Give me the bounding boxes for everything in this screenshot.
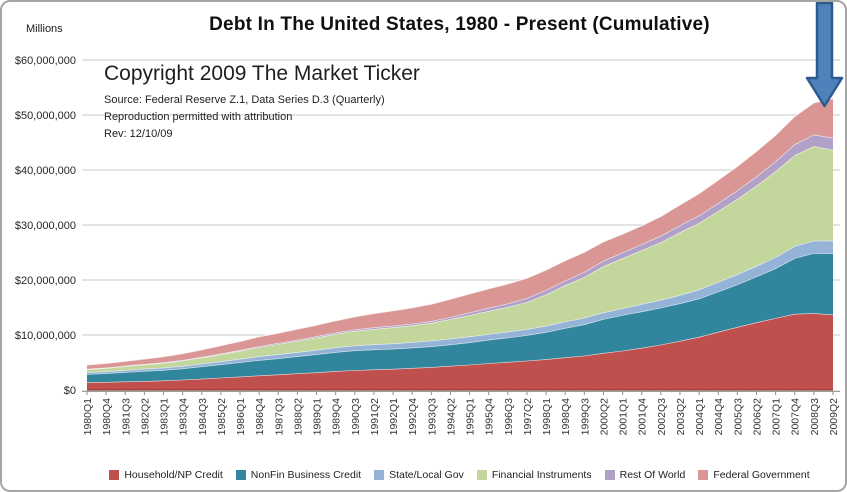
legend-label: NonFin Business Credit bbox=[250, 469, 362, 481]
x-tick-label: 2005Q3 bbox=[732, 398, 744, 436]
legend-label: Financial Instruments bbox=[491, 469, 592, 481]
y-tick-label: $10,000,000 bbox=[15, 330, 76, 342]
y-tick-label: $20,000,000 bbox=[15, 275, 76, 287]
x-tick-label: 1999Q3 bbox=[579, 398, 591, 436]
legend-swatch bbox=[235, 470, 246, 480]
revision-text: Rev: 12/10/09 bbox=[104, 128, 173, 140]
y-tick-label: $30,000,000 bbox=[15, 220, 76, 232]
copyright-text: Copyright 2009 The Market Ticker bbox=[104, 62, 420, 85]
x-tick-label: 2006Q2 bbox=[751, 398, 763, 436]
x-axis-labels: 1980Q1 1980Q4 1981Q3 1982Q2 1983Q1 1983Q4 1984… bbox=[82, 391, 840, 435]
x-tick-label: 1982Q2 bbox=[139, 398, 151, 436]
legend-label: Federal Government bbox=[713, 469, 810, 481]
source-text: Source: Federal Reserve Z.1, Data Series… bbox=[104, 94, 385, 106]
x-tick-label: 1989Q1 bbox=[312, 398, 324, 436]
y-tick-label: $0 bbox=[64, 385, 76, 397]
x-tick-label: 1993Q3 bbox=[426, 398, 438, 436]
legend: Household/NP Credit NonFin Business Credi… bbox=[78, 469, 841, 481]
x-tick-label: 1992Q1 bbox=[388, 398, 400, 436]
y-axis-labels: $60,000,000 $50,000,000 $40,000,000 $30,… bbox=[15, 55, 76, 397]
area-series bbox=[86, 98, 834, 390]
y-tick-label: $50,000,000 bbox=[15, 110, 76, 122]
y-tick-label: $60,000,000 bbox=[15, 55, 76, 67]
x-tick-label: 1980Q4 bbox=[101, 398, 113, 436]
legend-item-financial-instruments: Financial Instruments bbox=[476, 469, 592, 481]
x-tick-label: 2001Q4 bbox=[637, 398, 649, 436]
x-tick-label: 2009Q2 bbox=[828, 398, 840, 436]
permission-text: Reproduction permitted with attribution bbox=[104, 111, 293, 123]
copyright-block: Copyright 2009 The Market Ticker Source:… bbox=[104, 62, 420, 143]
legend-swatch bbox=[604, 470, 615, 480]
x-tick-label: 1984Q3 bbox=[197, 398, 209, 436]
x-tick-label: 1988Q2 bbox=[292, 398, 304, 436]
x-tick-label: 1996Q3 bbox=[503, 398, 515, 436]
legend-swatch bbox=[374, 470, 385, 480]
x-tick-label: 1987Q3 bbox=[273, 398, 285, 436]
x-tick-label: 1986Q1 bbox=[235, 398, 247, 436]
x-tick-label: 1992Q4 bbox=[407, 398, 419, 436]
legend-item-rest-of-world: Rest Of World bbox=[604, 469, 686, 481]
legend-swatch bbox=[109, 470, 120, 480]
x-tick-label: 2004Q4 bbox=[713, 398, 725, 436]
chart-title: Debt In The United States, 1980 - Presen… bbox=[209, 14, 710, 35]
x-tick-label: 2002Q3 bbox=[656, 398, 668, 436]
area-nonfin-business-credit bbox=[87, 253, 833, 383]
legend-swatch bbox=[698, 470, 709, 480]
x-tick-label: 1983Q1 bbox=[159, 398, 171, 436]
x-tick-label: 1995Q1 bbox=[465, 398, 477, 436]
legend-item-federal-government: Federal Government bbox=[698, 469, 810, 481]
legend-label: State/Local Gov bbox=[389, 469, 464, 481]
x-tick-label: 2001Q1 bbox=[618, 398, 630, 436]
x-tick-label: 1985Q2 bbox=[216, 398, 228, 436]
area-financial-instruments bbox=[87, 146, 833, 373]
x-tick-label: 1998Q1 bbox=[541, 398, 553, 436]
highlight-down-arrow-icon bbox=[805, 2, 844, 108]
x-tick-label: 1986Q4 bbox=[254, 398, 266, 436]
legend-item-household-np-credit: Household/NP Credit bbox=[109, 469, 223, 481]
x-tick-label: 1989Q4 bbox=[331, 398, 343, 436]
y-axis-title: Millions bbox=[26, 23, 63, 35]
legend-item-state-local-gov: State/Local Gov bbox=[374, 469, 464, 481]
legend-item-nonfin-business-credit: NonFin Business Credit bbox=[235, 469, 362, 481]
x-tick-label: 1994Q2 bbox=[445, 398, 457, 436]
x-tick-label: 1995Q4 bbox=[484, 398, 496, 436]
axes bbox=[82, 388, 840, 392]
area-edge bbox=[86, 98, 834, 366]
x-tick-label: 1983Q4 bbox=[178, 398, 190, 436]
x-tick-label: 1997Q2 bbox=[522, 398, 534, 436]
y-tick-label: $40,000,000 bbox=[15, 165, 76, 177]
x-tick-label: 2007Q4 bbox=[790, 398, 802, 436]
x-tick-label: 1990Q3 bbox=[350, 398, 362, 436]
x-tick-label: 2008Q3 bbox=[809, 398, 821, 436]
legend-label: Household/NP Credit bbox=[124, 469, 223, 481]
legend-label: Rest Of World bbox=[619, 469, 686, 481]
x-tick-label: 1980Q1 bbox=[82, 398, 94, 436]
x-tick-label: 2003Q2 bbox=[675, 398, 687, 436]
x-tick-label: 2004Q1 bbox=[694, 398, 706, 436]
legend-swatch bbox=[476, 470, 487, 480]
x-tick-label: 2007Q1 bbox=[771, 398, 783, 436]
x-tick-label: 1991Q2 bbox=[369, 398, 381, 436]
x-tick-label: 1998Q4 bbox=[560, 398, 572, 436]
x-tick-label: 1981Q3 bbox=[120, 398, 132, 436]
x-tick-label: 2000Q2 bbox=[598, 398, 610, 436]
area-household-np-credit bbox=[87, 313, 833, 390]
